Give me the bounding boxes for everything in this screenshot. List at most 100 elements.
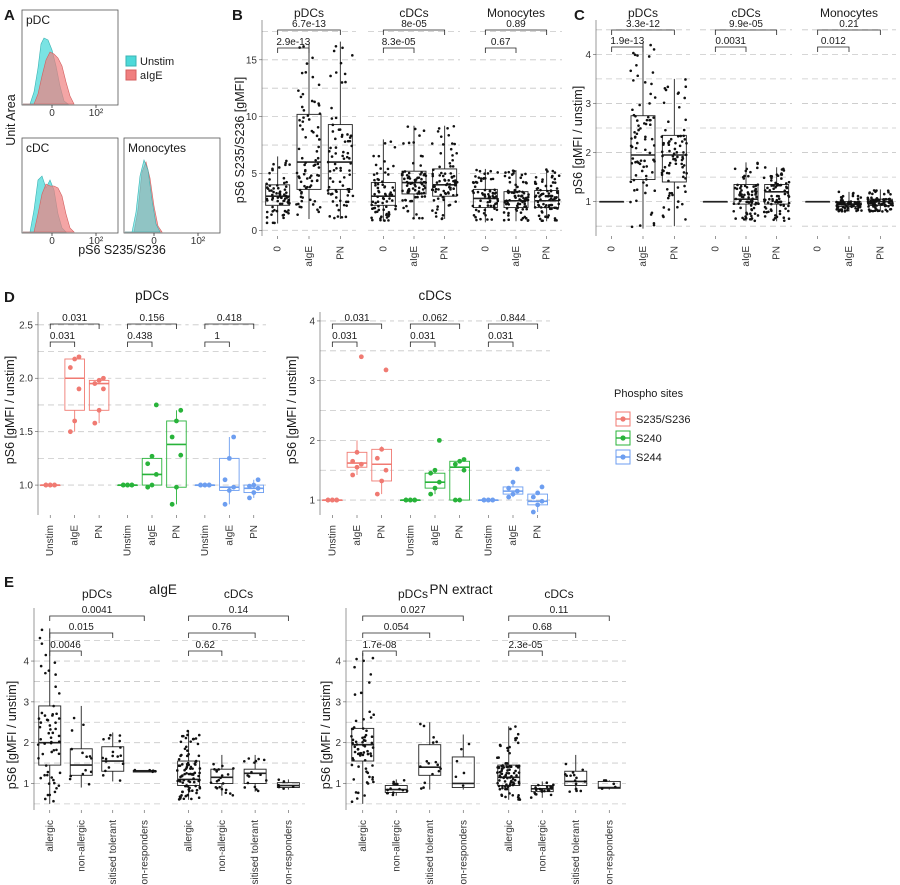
data-point	[443, 172, 447, 175]
data-point	[47, 782, 51, 785]
data-point	[435, 181, 439, 184]
data-point	[354, 791, 358, 794]
p-value-bracket	[188, 650, 223, 656]
data-point	[224, 791, 228, 795]
data-point	[87, 782, 91, 786]
p-value-bracket	[508, 632, 577, 638]
data-point	[486, 172, 490, 175]
data-point	[634, 160, 637, 164]
data-point	[440, 171, 443, 175]
p-value-label: 1.9e-13	[610, 36, 644, 47]
data-point	[497, 784, 501, 788]
data-point	[453, 179, 457, 182]
data-point	[537, 214, 541, 218]
data-point	[354, 464, 360, 470]
data-point	[550, 194, 554, 198]
p-value-bracket	[49, 323, 100, 329]
data-point	[285, 159, 288, 163]
box	[64, 358, 85, 411]
data-point	[835, 208, 839, 211]
data-point	[194, 737, 198, 740]
data-point	[198, 767, 202, 770]
data-point	[837, 190, 841, 194]
y-tick-label: 3	[309, 376, 315, 387]
data-point	[523, 200, 527, 203]
data-point	[243, 786, 247, 789]
data-point	[284, 163, 287, 167]
data-point	[265, 216, 269, 219]
data-point	[304, 71, 308, 74]
data-point	[377, 208, 381, 212]
data-point	[407, 187, 411, 191]
p-value-label: 0.62	[196, 640, 216, 651]
data-point	[329, 74, 332, 78]
data-point	[772, 184, 775, 187]
data-point	[82, 723, 85, 727]
data-point	[387, 219, 390, 222]
x-tick-label: PN	[533, 525, 544, 539]
data-point	[856, 197, 860, 201]
data-point	[385, 213, 388, 217]
data-point	[647, 55, 651, 58]
data-point	[51, 713, 55, 716]
data-point	[38, 636, 42, 640]
data-point	[425, 759, 429, 763]
data-point	[471, 204, 475, 208]
x-tick-label: sensitised tolerant	[571, 820, 582, 885]
data-point	[506, 749, 510, 752]
data-point	[783, 192, 787, 196]
data-point	[277, 778, 281, 781]
data-point	[57, 752, 61, 756]
data-point	[148, 768, 151, 772]
data-point	[477, 176, 481, 179]
data-point	[44, 653, 48, 657]
data-point	[387, 173, 390, 176]
data-point	[339, 169, 342, 172]
data-point	[316, 126, 320, 129]
data-point	[684, 190, 687, 194]
y-tick-label: 1	[23, 779, 29, 790]
data-point	[882, 198, 886, 201]
data-point	[335, 204, 339, 207]
data-point	[780, 168, 784, 171]
data-point	[174, 484, 179, 490]
x-tick-label: non-allergic	[537, 820, 548, 872]
data-point	[635, 141, 639, 145]
x-tick-label: PN	[875, 246, 886, 260]
data-point	[520, 173, 524, 177]
data-point	[652, 221, 656, 225]
data-point	[369, 754, 373, 758]
facet-title: cDCs	[224, 587, 253, 601]
facet-title: pDCs	[135, 288, 169, 303]
data-point	[636, 74, 640, 78]
data-point	[874, 189, 878, 193]
data-point	[198, 785, 202, 789]
data-point	[495, 208, 499, 212]
data-point	[421, 188, 425, 191]
data-point	[534, 788, 538, 791]
data-point	[643, 159, 646, 163]
data-point	[57, 740, 61, 743]
data-point	[538, 217, 542, 221]
data-point	[384, 194, 388, 197]
data-point	[353, 665, 356, 669]
data-point	[783, 189, 787, 193]
data-point	[667, 179, 670, 183]
legend-label: S244	[636, 452, 662, 464]
data-point	[272, 190, 275, 194]
data-point	[502, 218, 506, 222]
data-point	[785, 185, 788, 189]
data-point	[439, 151, 443, 155]
data-point	[752, 206, 756, 210]
data-point	[506, 765, 509, 769]
data-point	[448, 183, 452, 186]
data-point	[509, 727, 512, 731]
data-point	[682, 171, 686, 174]
data-point	[379, 167, 382, 170]
